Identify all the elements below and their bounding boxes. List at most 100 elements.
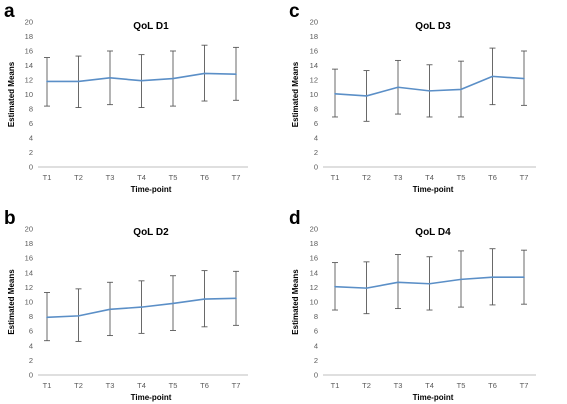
data-point bbox=[77, 80, 80, 83]
y-tick-label: 6 bbox=[314, 119, 318, 128]
x-tick-label: T1 bbox=[43, 173, 52, 182]
y-tick-label: 4 bbox=[29, 341, 33, 350]
x-tick-label: T4 bbox=[137, 173, 146, 182]
x-axis-label: Time-point bbox=[413, 185, 454, 194]
y-axis-label: Estimated Means bbox=[291, 61, 300, 127]
data-point bbox=[334, 92, 336, 95]
y-tick-label: 4 bbox=[29, 134, 33, 143]
y-axis-label: Estimated Means bbox=[7, 61, 16, 127]
data-point bbox=[428, 90, 431, 92]
x-tick-label: T3 bbox=[394, 173, 403, 182]
y-tick-label: 6 bbox=[29, 119, 33, 128]
x-tick-label: T4 bbox=[137, 381, 146, 390]
data-point bbox=[109, 308, 111, 311]
data-point bbox=[140, 306, 143, 308]
data-point bbox=[203, 298, 206, 300]
data-point bbox=[334, 285, 336, 288]
chart-panel-b: b QoL D2 0 2 4 6 8 10 12 14 16 18 20 T1 T2 T3 T4 T5 T6 T7 Ti… bbox=[4, 208, 248, 402]
y-tick-label: 14 bbox=[310, 61, 318, 70]
data-point bbox=[140, 79, 143, 82]
y-tick-label: 16 bbox=[310, 254, 318, 263]
panel-letter: c bbox=[289, 1, 300, 22]
data-point bbox=[428, 282, 431, 285]
x-tick-label: T7 bbox=[232, 381, 241, 390]
x-tick-label: T7 bbox=[232, 173, 241, 182]
y-tick-label: 12 bbox=[25, 76, 33, 85]
x-tick-label: T3 bbox=[394, 381, 403, 390]
y-tick-label: 12 bbox=[25, 283, 33, 292]
chart-title: QoL D3 bbox=[415, 21, 451, 32]
data-point bbox=[172, 302, 174, 305]
x-axis-label: Time-point bbox=[131, 393, 172, 402]
x-axis-label: Time-point bbox=[131, 185, 172, 194]
x-tick-label: T2 bbox=[74, 381, 83, 390]
data-point bbox=[491, 276, 494, 278]
x-tick-label: T1 bbox=[331, 381, 340, 390]
data-point bbox=[235, 73, 237, 75]
y-tick-label: 10 bbox=[25, 298, 33, 307]
y-tick-label: 20 bbox=[310, 225, 318, 234]
y-tick-label: 16 bbox=[310, 47, 318, 56]
panel-letter: d bbox=[289, 208, 301, 229]
y-tick-label: 0 bbox=[29, 163, 33, 172]
data-point bbox=[46, 316, 48, 319]
data-point bbox=[491, 75, 494, 78]
x-tick-label: T7 bbox=[520, 173, 529, 182]
x-axis-label: Time-point bbox=[413, 393, 454, 402]
x-tick-label: T1 bbox=[331, 173, 340, 182]
y-tick-label: 8 bbox=[314, 105, 318, 114]
y-tick-label: 18 bbox=[25, 32, 33, 41]
y-tick-label: 2 bbox=[314, 356, 318, 365]
y-tick-label: 10 bbox=[310, 298, 318, 307]
y-tick-label: 12 bbox=[310, 76, 318, 85]
data-point bbox=[460, 88, 462, 91]
y-tick-label: 6 bbox=[314, 327, 318, 336]
data-point bbox=[203, 72, 206, 75]
y-tick-label: 2 bbox=[29, 148, 33, 157]
y-tick-label: 2 bbox=[29, 356, 33, 365]
x-tick-label: T5 bbox=[457, 381, 466, 390]
data-point bbox=[523, 276, 525, 278]
data-point bbox=[365, 95, 368, 97]
y-tick-label: 20 bbox=[25, 18, 33, 27]
y-tick-label: 18 bbox=[310, 239, 318, 248]
y-tick-label: 14 bbox=[25, 61, 33, 70]
data-point bbox=[397, 281, 399, 284]
y-tick-label: 0 bbox=[314, 163, 318, 172]
data-point bbox=[365, 287, 368, 289]
y-tick-label: 12 bbox=[310, 283, 318, 292]
chart-title: QoL D2 bbox=[133, 227, 169, 238]
chart-panel-d: d QoL D4 0 2 4 6 8 10 12 14 16 18 20 T1 T2 T3 T4 T5 T6 T7 Ti… bbox=[289, 208, 536, 402]
panel-letter: b bbox=[4, 208, 16, 229]
y-tick-label: 14 bbox=[25, 268, 33, 277]
data-point bbox=[235, 297, 237, 300]
y-tick-label: 16 bbox=[25, 254, 33, 263]
x-tick-label: T5 bbox=[169, 173, 178, 182]
x-tick-label: T4 bbox=[425, 173, 434, 182]
y-tick-label: 8 bbox=[29, 105, 33, 114]
y-tick-label: 18 bbox=[310, 32, 318, 41]
y-tick-label: 4 bbox=[314, 341, 318, 350]
x-tick-label: T6 bbox=[488, 381, 497, 390]
chart-title: QoL D4 bbox=[415, 227, 451, 238]
x-tick-label: T5 bbox=[457, 173, 466, 182]
x-tick-label: T6 bbox=[488, 173, 497, 182]
x-tick-label: T6 bbox=[200, 381, 209, 390]
chart-panel-a: a QoL D1 0 2 4 6 8 10 12 14 16 18 20 T1 T2 T3 T4 T5 T6 T7 Ti… bbox=[4, 1, 248, 194]
y-tick-label: 0 bbox=[314, 371, 318, 380]
y-tick-label: 10 bbox=[310, 90, 318, 99]
data-point bbox=[460, 278, 462, 281]
x-tick-label: T5 bbox=[169, 381, 178, 390]
y-tick-label: 16 bbox=[25, 47, 33, 56]
data-point bbox=[77, 315, 80, 317]
y-tick-label: 18 bbox=[25, 239, 33, 248]
y-tick-label: 20 bbox=[25, 225, 33, 234]
x-tick-label: T1 bbox=[43, 381, 52, 390]
y-tick-label: 14 bbox=[310, 268, 318, 277]
data-point bbox=[397, 86, 399, 89]
chart-title: QoL D1 bbox=[133, 21, 169, 32]
y-tick-label: 6 bbox=[29, 327, 33, 336]
data-point bbox=[46, 80, 48, 83]
x-tick-label: T3 bbox=[106, 381, 115, 390]
x-tick-label: T2 bbox=[362, 381, 371, 390]
